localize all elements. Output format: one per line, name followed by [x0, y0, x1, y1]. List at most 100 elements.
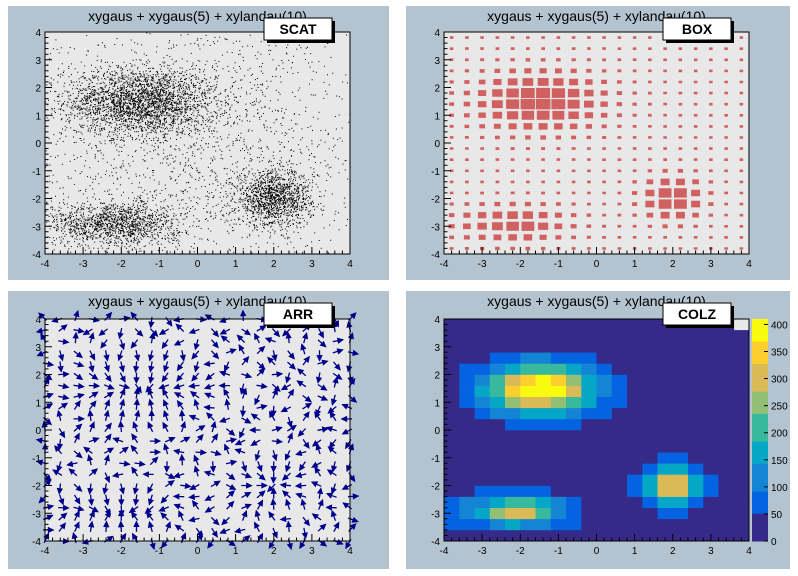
heat-cell	[474, 452, 491, 464]
heat-cell	[657, 507, 674, 520]
heat-cell	[581, 529, 597, 542]
heat-cell	[459, 463, 475, 475]
heat-cell	[444, 474, 460, 486]
heat-cell	[535, 518, 552, 531]
y-tick-label: -3	[32, 222, 41, 233]
palette-step	[752, 518, 768, 525]
heat-cell	[733, 507, 750, 520]
x-tick-label: -3	[478, 259, 487, 270]
heat-cell	[672, 463, 689, 475]
heat-cell	[703, 374, 719, 386]
palette-step	[752, 319, 768, 325]
heat-cell	[703, 407, 719, 420]
y-tick-label: 2	[434, 371, 440, 382]
heat-cell	[444, 529, 460, 542]
heat-cell	[688, 518, 704, 531]
heat-cell	[627, 396, 643, 409]
x-tick-label: -1	[155, 259, 164, 270]
axes: -4 -3 -2 -1 0 1 2 3 4 -4 -3 -2 -1 0 1 2 3 4	[431, 28, 752, 270]
palette-step	[752, 463, 768, 470]
heat-cell	[444, 407, 460, 420]
y-tick-label: 0	[434, 139, 440, 150]
heat-cell	[627, 518, 643, 531]
heat-cell	[444, 352, 460, 364]
heat-cell	[459, 507, 475, 520]
palette-step	[752, 330, 768, 337]
x-tick-label: 1	[233, 259, 239, 270]
heat-cell	[505, 374, 521, 386]
heat-cell	[581, 385, 597, 397]
palette-step	[752, 479, 768, 486]
heat-cell	[520, 452, 536, 464]
heat-cell	[688, 485, 704, 497]
palette-step	[752, 346, 768, 353]
heat-cell	[444, 485, 460, 497]
heat-cell	[672, 407, 689, 420]
heat-cell	[703, 474, 719, 486]
label-box	[662, 302, 732, 326]
heat-cell	[611, 330, 628, 342]
heat-cell	[520, 363, 536, 375]
heat-cell	[688, 374, 704, 386]
heat-cell	[535, 363, 552, 375]
y-tick-label: -2	[431, 195, 440, 206]
heat-cell	[444, 518, 460, 531]
axis-ticks	[44, 31, 351, 255]
heat-cell	[489, 485, 506, 497]
heat-cell	[627, 363, 643, 375]
heat-cell	[657, 452, 674, 464]
heat-cell	[489, 396, 506, 409]
y-tick-label: 0	[434, 426, 440, 437]
heat-cell	[596, 452, 613, 464]
heat-cell	[611, 352, 628, 364]
heat-cell	[642, 385, 658, 397]
heat-cell	[535, 430, 552, 442]
heat-cell	[703, 496, 719, 508]
heat-cell	[550, 319, 567, 331]
pad-scat: -4 -3 -2 -1 0 1 2 3 4 -4 -3 -2 -1 0 1 2 3 4 xygaus + xygau…	[8, 6, 389, 280]
heat-cell	[474, 418, 491, 431]
heat-cell	[535, 485, 552, 497]
heat-cell	[520, 496, 536, 508]
heat-cell	[474, 374, 491, 386]
x-tick-label: 1	[632, 259, 638, 270]
x-tick-label: -1	[155, 546, 164, 557]
heat-cell	[611, 529, 628, 542]
x-tick-label: 2	[271, 259, 277, 270]
plot-frame	[444, 32, 749, 254]
heat-cell	[688, 507, 704, 520]
heat-cell	[611, 463, 628, 475]
heat-cell	[642, 452, 658, 464]
heat-cell	[520, 341, 536, 353]
heat-cell	[505, 518, 521, 531]
heat-cell	[566, 407, 582, 420]
x-tick-label: -4	[41, 546, 50, 557]
heat-cell	[566, 507, 582, 520]
y-tick-label: 1	[35, 398, 41, 409]
heat-cell	[596, 430, 613, 442]
heat-cell	[657, 529, 674, 542]
y-tick-label: -1	[431, 454, 440, 465]
heat-cell	[505, 396, 521, 409]
y-tick-label: -2	[431, 482, 440, 493]
heat-cell	[444, 341, 460, 353]
x-tick-label: 2	[670, 546, 676, 557]
heat-cell	[733, 418, 750, 431]
heat-cell	[444, 374, 460, 386]
heat-cell	[459, 430, 475, 442]
heat-cell	[642, 485, 658, 497]
y-tick-label: 3	[35, 343, 41, 354]
heat-cell	[566, 452, 582, 464]
heat-cell	[489, 441, 506, 453]
heat-cell	[474, 363, 491, 375]
heat-cell	[489, 452, 506, 464]
heat-cell	[733, 430, 750, 442]
z-tick-label: 250	[771, 402, 788, 413]
heat-cell	[703, 418, 719, 431]
plot-marks	[45, 32, 351, 255]
heat-cell	[520, 385, 536, 397]
palette-step	[752, 407, 768, 414]
heat-cell	[459, 452, 475, 464]
heat-cell	[505, 319, 521, 331]
heat-cell	[733, 385, 750, 397]
